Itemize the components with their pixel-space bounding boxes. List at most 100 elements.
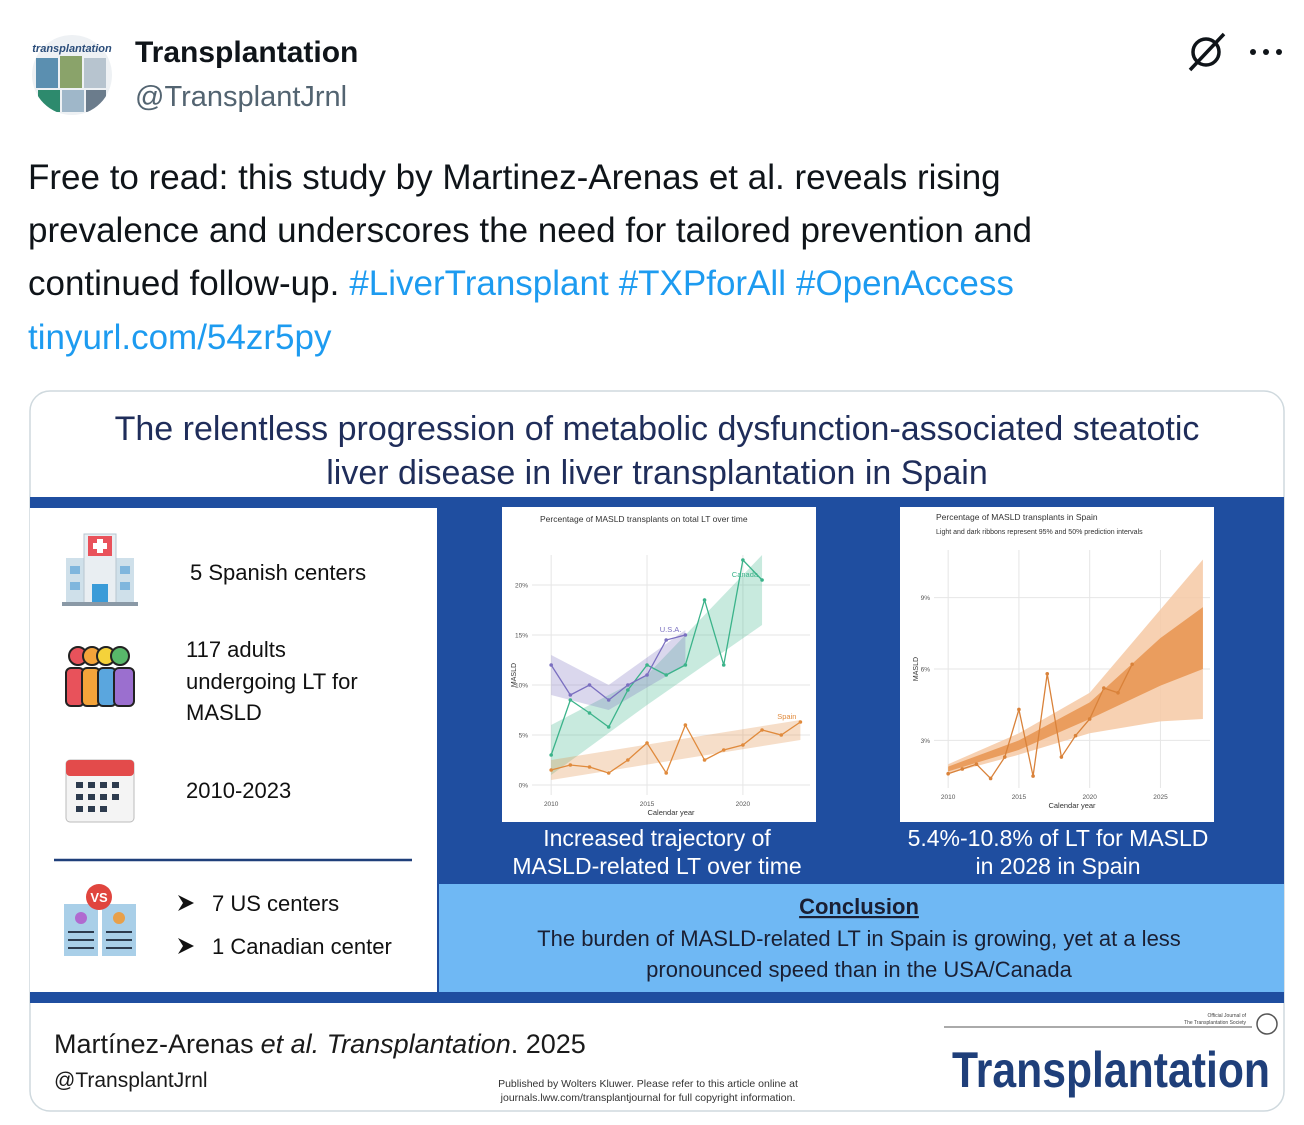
publisher-note: journals.lww.com/transplantjournal for f… — [500, 1092, 796, 1104]
citation: Martínez-Arenas et al. Transplantation. 2… — [54, 1029, 586, 1059]
hashtag[interactable]: #OpenAccess — [796, 264, 1014, 303]
data-point — [721, 663, 726, 667]
data-point — [1045, 671, 1050, 676]
data-point — [988, 776, 993, 781]
data-point — [549, 768, 553, 772]
data-point — [974, 762, 979, 766]
comparison-text: 1 Canadian center — [212, 934, 392, 959]
avatar[interactable]: transplantation — [30, 33, 114, 117]
x-tick-label: 2015 — [640, 801, 655, 808]
data-point — [568, 763, 573, 767]
logo-small: Official Journal of — [1207, 1013, 1246, 1019]
data-point — [645, 741, 649, 745]
journal-logo: Transplantation — [952, 1042, 1270, 1098]
data-point — [606, 725, 611, 729]
y-tick-label: 6% — [921, 667, 931, 674]
data-point — [1087, 717, 1092, 721]
prediction-band — [948, 559, 1203, 774]
chart-caption: 5.4%-10.8% of LT for MASLD — [908, 825, 1209, 851]
prediction-band — [551, 630, 686, 710]
abstract-title: liver disease in liver transplantation i… — [326, 454, 987, 492]
chart-caption: MASLD-related LT over time — [512, 853, 801, 879]
publisher-note: Published by Wolters Kluwer. Please refe… — [498, 1078, 798, 1090]
x-axis-label: Calendar year — [647, 808, 695, 817]
data-point — [798, 720, 803, 724]
more-icon[interactable] — [1250, 49, 1282, 55]
tweet-text: Free to read: this study by Martinez-Are… — [28, 158, 1001, 197]
x-tick-label: 2015 — [1012, 794, 1027, 801]
tweet-text: continued follow-up. #LiverTransplant #TXP… — [28, 264, 1014, 303]
fact-text: 5 Spanish centers — [190, 560, 366, 585]
calendar-icon — [65, 759, 135, 823]
data-point — [664, 673, 669, 677]
tweet-link[interactable]: tinyurl.com/54zr5py — [28, 318, 332, 357]
account-name[interactable]: Transplantation — [135, 36, 358, 69]
data-point — [1002, 755, 1007, 759]
chart-subtitle: Light and dark ribbons represent 95% and… — [936, 529, 1143, 536]
conclusion-text: The burden of MASLD-related LT in Spain … — [537, 926, 1181, 951]
data-point — [683, 663, 688, 667]
abstract-title: The relentless progression of metabolic … — [115, 410, 1200, 448]
data-point — [645, 673, 649, 677]
x-tick-label: 2010 — [941, 794, 956, 801]
conclusion-heading: Conclusion — [799, 894, 919, 919]
footer-handle: @TransplantJrnl — [54, 1069, 208, 1092]
data-line — [550, 558, 763, 756]
data-line — [550, 634, 686, 701]
chart-caption: Increased trajectory of — [543, 825, 771, 851]
data-point — [741, 743, 745, 747]
citation-journal: et al. Transplantation — [261, 1029, 511, 1059]
data-point — [626, 683, 630, 687]
hospital-icon — [62, 533, 138, 606]
series-label: Spain — [777, 712, 796, 721]
hashtag[interactable]: #TXPforAll — [619, 264, 786, 303]
y-tick-label: 20% — [515, 583, 528, 590]
data-point — [587, 683, 592, 687]
data-point — [606, 771, 611, 775]
y-tick-label: 3% — [921, 738, 931, 745]
logo-emblem — [1256, 1013, 1278, 1035]
data-point — [1059, 755, 1064, 759]
data-point — [626, 688, 630, 692]
account-handle[interactable]: @TransplantJrnl — [135, 81, 347, 113]
data-point — [1130, 662, 1134, 667]
series-label: U.S.A. — [660, 625, 682, 634]
data-point — [587, 765, 592, 769]
y-tick-label: 5% — [519, 733, 529, 740]
data-point — [760, 578, 764, 582]
y-tick-label: 0% — [519, 783, 529, 790]
fact-text: 117 adults — [186, 637, 286, 662]
hashtag[interactable]: #LiverTransplant — [349, 264, 609, 303]
fact-text: MASLD — [186, 700, 262, 725]
x-axis-label: Calendar year — [1048, 801, 1096, 810]
data-point — [549, 663, 553, 667]
y-tick-label: 15% — [515, 633, 528, 640]
data-point — [760, 728, 764, 732]
series-label: Canada — [732, 570, 759, 579]
fact-text: 2010-2023 — [186, 778, 291, 803]
citation-year: . 2025 — [511, 1029, 586, 1059]
arrow-bullets — [178, 895, 194, 954]
conclusion-text: pronounced speed than in the USA/Canada — [646, 957, 1072, 982]
x-tick-label: 2020 — [1082, 794, 1097, 801]
comparison-icon: VS — [64, 884, 136, 956]
fact-text: undergoing LT for — [186, 669, 358, 694]
chart-title: Percentage of MASLD transplants on total… — [540, 514, 748, 524]
chart-title: Percentage of MASLD transplants in Spain — [936, 512, 1098, 522]
x-tick-label: 2010 — [544, 801, 559, 808]
data-point — [1116, 691, 1120, 695]
data-line — [947, 663, 1133, 780]
data-point — [606, 698, 611, 702]
grok-icon[interactable] — [1188, 32, 1226, 72]
y-axis-label: MASLD — [511, 663, 518, 687]
x-tick-label: 2020 — [736, 801, 751, 808]
data-point — [1073, 733, 1078, 738]
y-tick-label: 10% — [515, 683, 528, 690]
data-point — [549, 753, 553, 757]
logo-small: The Transplantation Society — [1184, 1020, 1246, 1026]
data-point — [1031, 774, 1035, 778]
avatar-label: transplantation — [32, 43, 112, 55]
data-point — [702, 758, 707, 762]
data-point — [664, 638, 669, 642]
